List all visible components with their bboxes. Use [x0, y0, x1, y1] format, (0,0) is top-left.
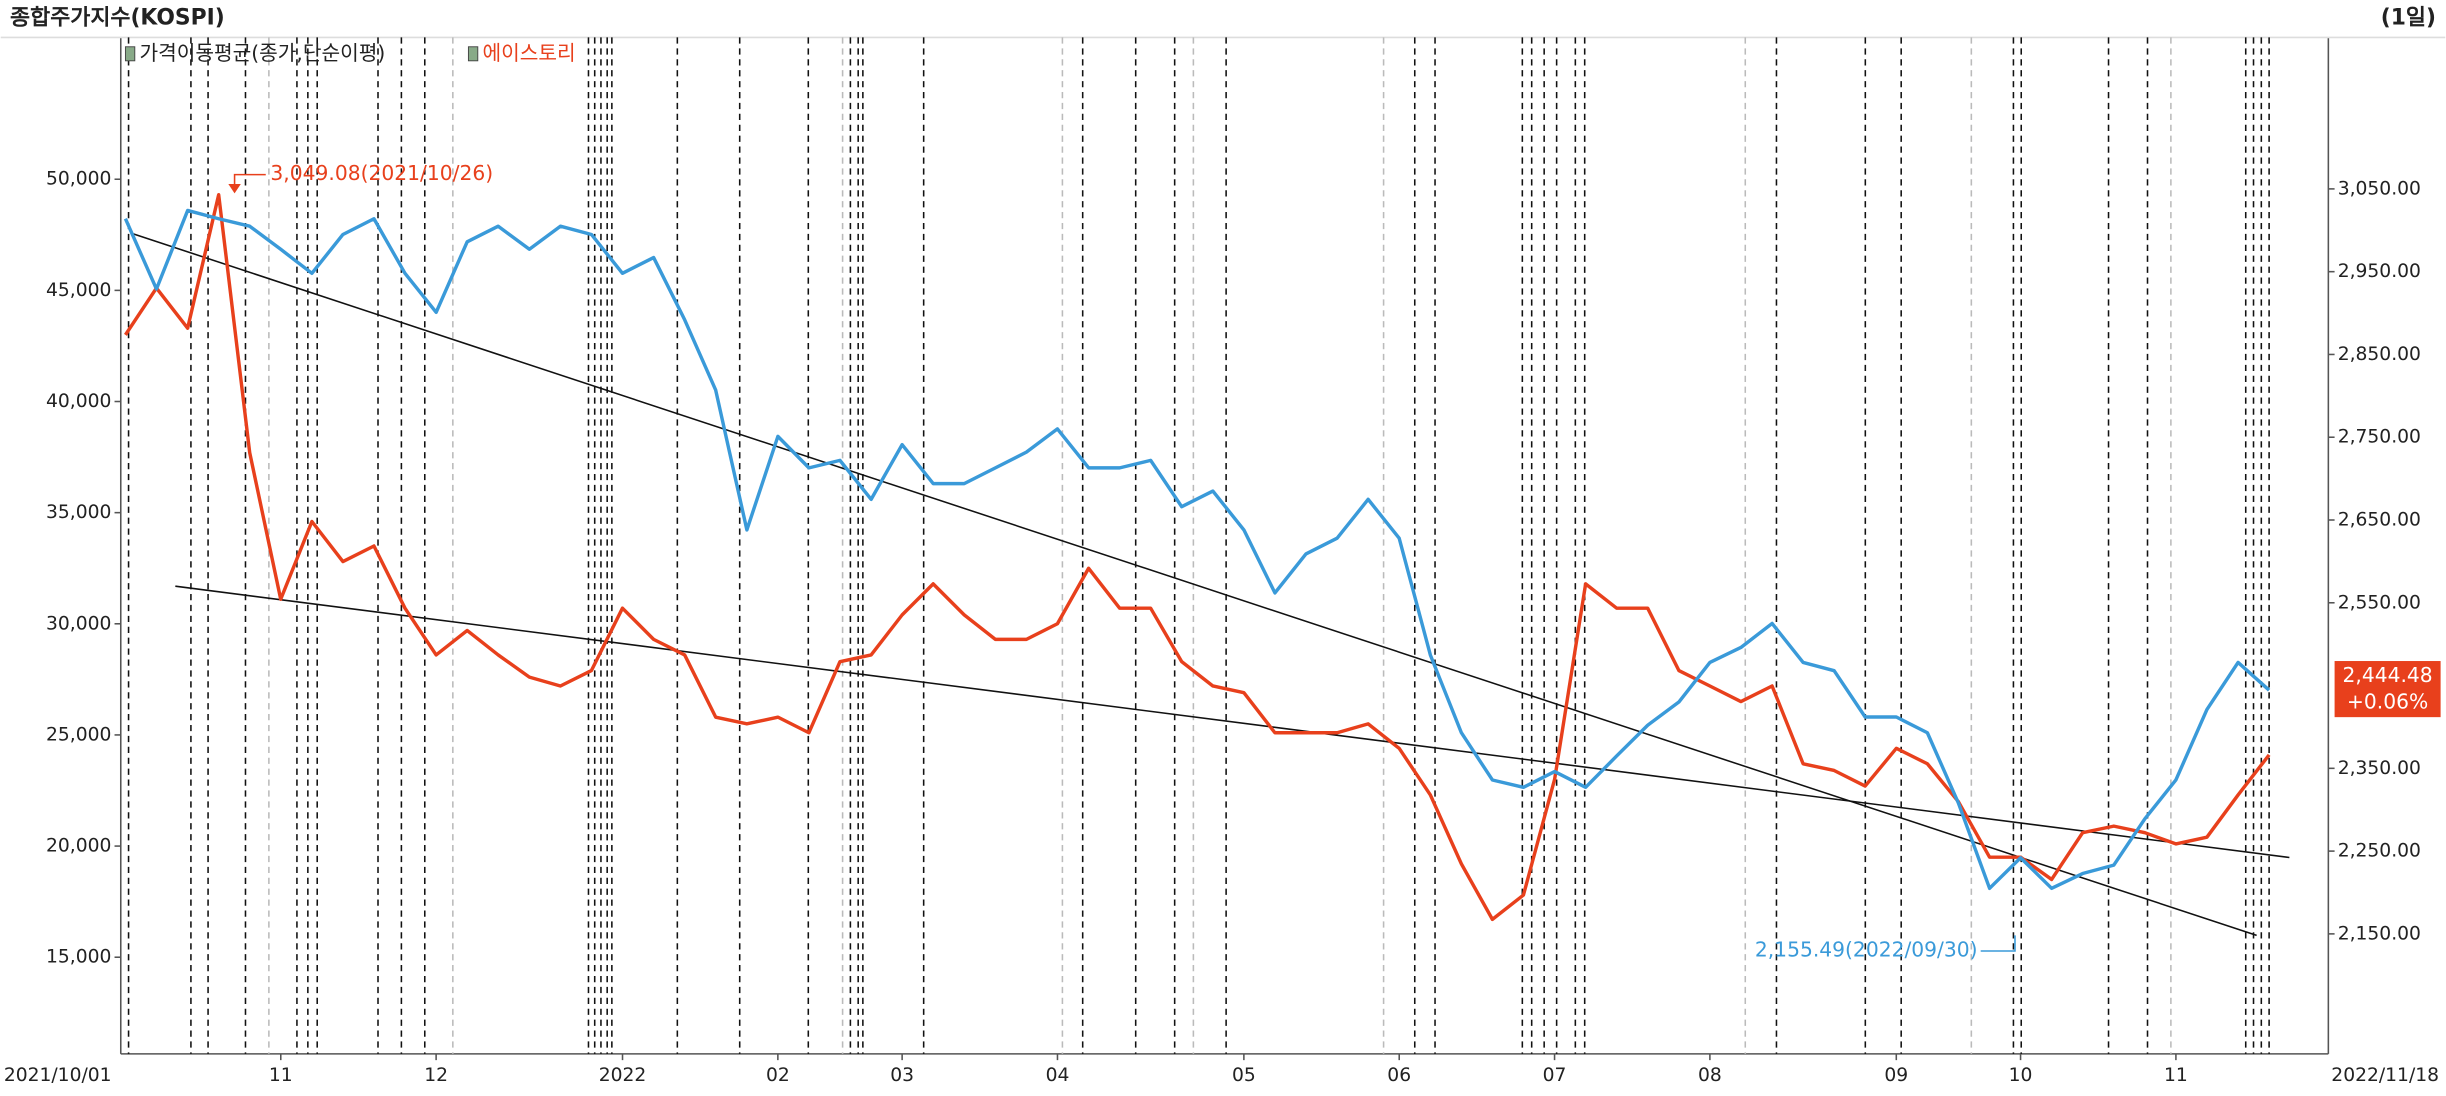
legend-icon	[124, 46, 136, 62]
y2-tick-label: 2,650.00	[2338, 510, 2421, 531]
event-lines	[127, 37, 2270, 1054]
y-tick-label: 25,000	[46, 724, 111, 745]
x-tick-label: 03	[890, 1065, 914, 1086]
annotation: 3,049.08(2021/10/26)	[270, 161, 493, 185]
annotation-arrow	[228, 183, 241, 194]
legend-icon	[467, 46, 479, 62]
series-line	[123, 208, 2271, 891]
y2-tick-label: 2,350.00	[2338, 758, 2421, 779]
x-tick-label: 08	[1698, 1065, 1722, 1086]
y-tick-label: 20,000	[46, 836, 111, 857]
x-tick-label: 06	[1387, 1065, 1411, 1086]
period-label: (1일)	[2381, 6, 2436, 31]
y2-tick-label: 2,150.00	[2338, 923, 2421, 944]
x-tick-label: 04	[1046, 1065, 1070, 1086]
y-tick-label: 15,000	[46, 947, 111, 968]
y2-tick-label: 2,550.00	[2338, 592, 2421, 613]
annotation: 2,155.49(2022/09/30)	[1755, 938, 1978, 962]
legend-item: 에이스토리	[482, 41, 575, 65]
y2-tick-label: 2,850.00	[2338, 344, 2421, 365]
x-tick-label: 09	[1884, 1065, 1908, 1086]
y2-tick-label: 2,750.00	[2338, 427, 2421, 448]
y-tick-label: 30,000	[46, 613, 111, 634]
x-tick-label: 2022	[599, 1065, 647, 1086]
x-tick-label: 2022/11/18	[2331, 1065, 2439, 1086]
y-tick-label: 40,000	[46, 391, 111, 412]
x-tick-label: 11	[269, 1065, 293, 1086]
y2-tick-label: 2,250.00	[2338, 841, 2421, 862]
y2-tick-label: 2,950.00	[2338, 261, 2421, 282]
x-tick-label: 10	[2009, 1065, 2033, 1086]
change-value: +0.06%	[2347, 690, 2428, 714]
y-tick-label: 35,000	[46, 502, 111, 523]
x-tick-label: 02	[766, 1065, 790, 1086]
trend-line	[175, 585, 2290, 859]
trend-line	[132, 233, 2257, 937]
x-tick-label: 2021/10/01	[4, 1065, 112, 1086]
y2-tick-label: 3,050.00	[2338, 178, 2421, 199]
series-line	[124, 193, 2271, 922]
legend-item: 가격이동평균(종가,단순이평)	[139, 41, 385, 65]
chart-title: 종합주가지수(KOSPI)	[10, 5, 225, 31]
annotation-leader	[233, 173, 266, 188]
x-tick-label: 12	[424, 1065, 448, 1086]
x-tick-label: 11	[2164, 1065, 2188, 1086]
last-value-box	[2334, 661, 2441, 718]
y-tick-label: 45,000	[46, 280, 111, 301]
y-tick-label: 50,000	[46, 169, 111, 190]
x-tick-label: 05	[1232, 1065, 1256, 1086]
annotation-leader	[1980, 935, 2016, 952]
x-tick-label: 07	[1543, 1065, 1567, 1086]
last-value: 2,444.48	[2343, 663, 2433, 687]
